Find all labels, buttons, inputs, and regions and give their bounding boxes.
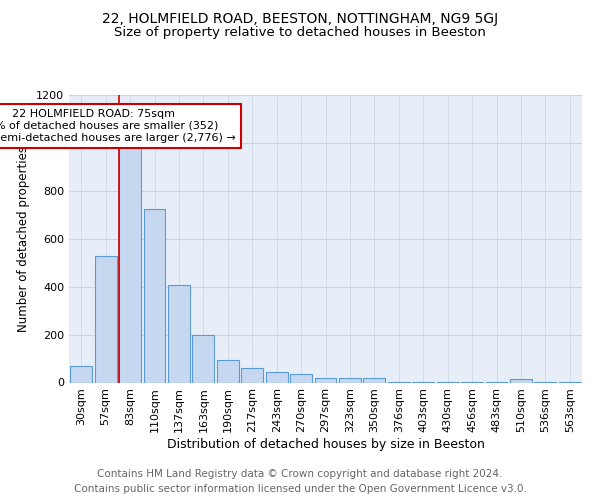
Bar — [266, 372, 287, 382]
Bar — [314, 378, 337, 382]
Bar — [119, 143, 141, 382]
Bar — [193, 334, 214, 382]
Bar — [510, 379, 532, 382]
Bar — [143, 209, 166, 382]
Bar — [168, 286, 190, 382]
Text: 22 HOLMFIELD ROAD: 75sqm
← 11% of detached houses are smaller (352)
88% of semi-: 22 HOLMFIELD ROAD: 75sqm ← 11% of detach… — [0, 110, 235, 142]
Text: Contains HM Land Registry data © Crown copyright and database right 2024.
Contai: Contains HM Land Registry data © Crown c… — [74, 468, 526, 493]
Bar — [95, 256, 116, 382]
Bar — [339, 378, 361, 382]
Bar — [290, 374, 312, 382]
X-axis label: Distribution of detached houses by size in Beeston: Distribution of detached houses by size … — [167, 438, 484, 451]
Bar — [217, 360, 239, 382]
Bar — [364, 378, 385, 382]
Text: 22, HOLMFIELD ROAD, BEESTON, NOTTINGHAM, NG9 5GJ: 22, HOLMFIELD ROAD, BEESTON, NOTTINGHAM,… — [102, 12, 498, 26]
Bar — [241, 368, 263, 382]
Bar — [70, 366, 92, 382]
Text: Size of property relative to detached houses in Beeston: Size of property relative to detached ho… — [114, 26, 486, 39]
Y-axis label: Number of detached properties: Number of detached properties — [17, 146, 31, 332]
